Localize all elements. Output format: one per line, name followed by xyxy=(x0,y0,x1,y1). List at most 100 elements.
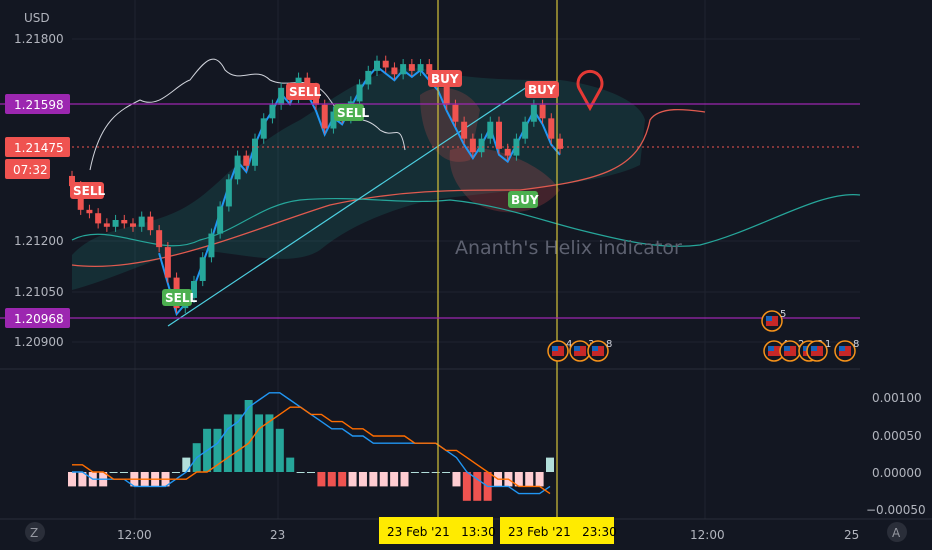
histogram-bar xyxy=(119,472,128,473)
sell-signal-label: BUY xyxy=(528,83,556,97)
last-price-badge xyxy=(5,137,70,157)
flag-canton xyxy=(552,346,558,351)
flag-canton xyxy=(811,346,817,351)
grid-lines xyxy=(72,0,860,519)
candle-body xyxy=(243,155,250,166)
histogram-bar xyxy=(255,414,264,472)
time-highlight-label-1: 23 Feb '21 13:30 xyxy=(387,525,496,539)
histogram-bar xyxy=(514,472,523,487)
event-marker[interactable]: 4 xyxy=(547,339,572,362)
last-price-value: 1.21475 xyxy=(14,141,64,155)
histogram-bar xyxy=(348,472,357,487)
event-marker[interactable]: 5 xyxy=(761,309,786,332)
candle-body xyxy=(356,84,363,102)
candle-body xyxy=(121,220,128,224)
candle-body xyxy=(443,84,450,105)
event-count: 5 xyxy=(780,309,786,320)
histogram-bar xyxy=(296,472,305,473)
auto-scale-button[interactable] xyxy=(25,522,45,542)
histogram-bar xyxy=(78,472,87,487)
lower-level-badge xyxy=(5,308,70,328)
candle-body xyxy=(374,60,380,71)
buy-signal-badge xyxy=(508,191,538,208)
histogram-bar xyxy=(442,472,451,473)
candle-body xyxy=(557,138,563,149)
candle-body xyxy=(278,87,285,105)
upper-level-value: 1.21598 xyxy=(14,98,64,112)
histogram-bar xyxy=(234,414,243,472)
histogram-bar xyxy=(462,472,471,501)
candle-body xyxy=(408,64,415,71)
time-tick: 12:00 xyxy=(690,528,725,542)
candle-body xyxy=(95,213,102,224)
flag-canton xyxy=(574,346,580,351)
indicator-axis[interactable]: 0.00100 0.00050 0.00000 −0.00050 xyxy=(866,391,926,517)
markers xyxy=(72,69,860,148)
candle-body xyxy=(504,148,511,156)
candle-body xyxy=(269,104,276,119)
candle-body xyxy=(426,64,433,75)
event-markers[interactable]: 438542218 xyxy=(547,309,859,362)
candle-body xyxy=(478,138,485,153)
currency-label: USD xyxy=(24,11,50,25)
event-marker[interactable]: 1 xyxy=(806,339,831,362)
buy-signal-label: SELL xyxy=(337,106,369,120)
upper-level-badge xyxy=(5,94,70,114)
histogram-bar xyxy=(525,472,534,487)
price-tick: 1.21200 xyxy=(14,234,64,248)
histogram-bar xyxy=(358,472,367,487)
helix-wave-line xyxy=(71,193,861,247)
event-count: 4 xyxy=(566,339,572,350)
candle-body xyxy=(234,155,241,180)
candle-body xyxy=(252,138,258,166)
candle-body xyxy=(548,118,555,139)
flag-canton xyxy=(592,346,598,351)
histogram-bar xyxy=(452,472,461,487)
candle-body xyxy=(138,216,145,227)
candle-body xyxy=(69,175,75,187)
histogram-bar xyxy=(68,472,76,487)
indicator-tick: −0.00050 xyxy=(866,503,926,517)
trend-line xyxy=(167,84,531,327)
time-highlight-1 xyxy=(379,517,493,544)
indicator-tick: 0.00050 xyxy=(872,429,922,443)
candle-body xyxy=(400,64,407,75)
buy-signal-badge xyxy=(162,289,192,306)
candle-body xyxy=(103,223,110,227)
histogram-bar xyxy=(265,414,274,472)
candle-body xyxy=(164,247,171,278)
candle-body xyxy=(86,209,93,214)
histogram-bar xyxy=(379,472,388,487)
histogram-bar xyxy=(421,472,430,473)
candle-body xyxy=(391,67,398,75)
indicator-panel[interactable] xyxy=(68,392,554,501)
buy-signal-badge xyxy=(334,104,364,121)
price-axis[interactable]: USD 1.21800 1.21200 1.21050 1.20900 1.21… xyxy=(5,11,70,349)
event-count: 8 xyxy=(853,339,859,350)
signal-line xyxy=(72,406,551,495)
candle-body xyxy=(539,104,546,119)
histogram-bar xyxy=(213,428,222,472)
candle-body xyxy=(208,233,215,258)
sell-signal-badge xyxy=(428,70,462,87)
histogram-bar xyxy=(431,472,440,473)
countdown-value: 07:32 xyxy=(13,163,48,177)
time-tick: 25 xyxy=(844,528,859,542)
log-scale-button[interactable] xyxy=(887,522,907,542)
histogram-bar xyxy=(182,457,191,472)
cloud-area-bear xyxy=(420,87,480,162)
price-tick: 1.21050 xyxy=(14,285,64,299)
event-marker[interactable]: 8 xyxy=(587,339,612,362)
histogram-bar xyxy=(400,472,409,487)
indicator-tick: 0.00000 xyxy=(872,466,922,480)
sell-signal-badge xyxy=(525,81,559,98)
histogram-bar xyxy=(535,472,544,487)
event-marker[interactable]: 8 xyxy=(834,339,859,362)
sell-signal-badge xyxy=(286,83,320,100)
price-tick: 1.20900 xyxy=(14,335,64,349)
time-axis[interactable]: 12:00 23 12:00 25 23 Feb '21 13:30 23 Fe… xyxy=(0,517,932,544)
histogram-bar xyxy=(275,428,284,472)
candle-body xyxy=(365,70,372,85)
